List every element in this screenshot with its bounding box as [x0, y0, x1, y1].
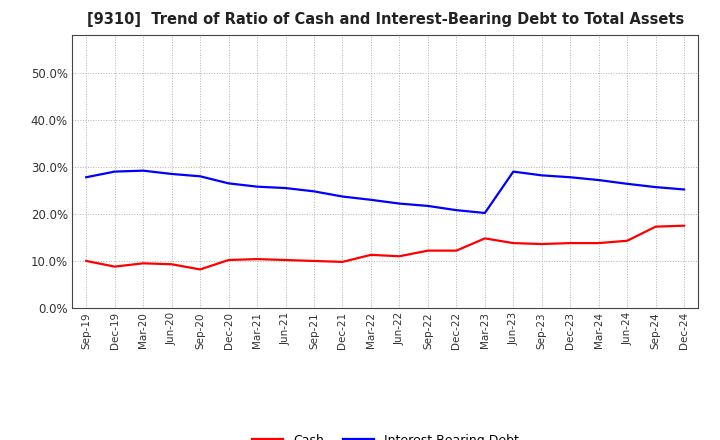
- Interest-Bearing Debt: [595, 177, 603, 183]
- Cash: [623, 238, 631, 243]
- Interest-Bearing Debt: [395, 201, 404, 206]
- Cash: [310, 258, 318, 264]
- Cash: [537, 242, 546, 247]
- Interest-Bearing Debt: [196, 174, 204, 179]
- Interest-Bearing Debt: [537, 173, 546, 178]
- Cash: [595, 240, 603, 246]
- Interest-Bearing Debt: [225, 181, 233, 186]
- Interest-Bearing Debt: [423, 203, 432, 209]
- Interest-Bearing Debt: [253, 184, 261, 189]
- Interest-Bearing Debt: [167, 171, 176, 176]
- Cash: [395, 253, 404, 259]
- Cash: [452, 248, 461, 253]
- Cash: [566, 240, 575, 246]
- Cash: [139, 260, 148, 266]
- Cash: [680, 223, 688, 228]
- Title: [9310]  Trend of Ratio of Cash and Interest-Bearing Debt to Total Assets: [9310] Trend of Ratio of Cash and Intere…: [86, 12, 684, 27]
- Cash: [167, 262, 176, 267]
- Interest-Bearing Debt: [282, 185, 290, 191]
- Line: Interest-Bearing Debt: Interest-Bearing Debt: [86, 171, 684, 213]
- Cash: [652, 224, 660, 229]
- Interest-Bearing Debt: [652, 184, 660, 190]
- Cash: [338, 259, 347, 264]
- Interest-Bearing Debt: [366, 197, 375, 202]
- Cash: [282, 257, 290, 263]
- Interest-Bearing Debt: [566, 175, 575, 180]
- Cash: [253, 257, 261, 262]
- Cash: [509, 240, 518, 246]
- Cash: [366, 252, 375, 257]
- Cash: [82, 258, 91, 264]
- Cash: [196, 267, 204, 272]
- Interest-Bearing Debt: [310, 189, 318, 194]
- Interest-Bearing Debt: [139, 168, 148, 173]
- Cash: [480, 236, 489, 241]
- Interest-Bearing Debt: [82, 175, 91, 180]
- Interest-Bearing Debt: [480, 210, 489, 216]
- Interest-Bearing Debt: [110, 169, 119, 174]
- Cash: [110, 264, 119, 269]
- Interest-Bearing Debt: [623, 181, 631, 187]
- Cash: [225, 257, 233, 263]
- Interest-Bearing Debt: [338, 194, 347, 199]
- Line: Cash: Cash: [86, 226, 684, 269]
- Interest-Bearing Debt: [509, 169, 518, 174]
- Interest-Bearing Debt: [680, 187, 688, 192]
- Interest-Bearing Debt: [452, 208, 461, 213]
- Cash: [423, 248, 432, 253]
- Legend: Cash, Interest-Bearing Debt: Cash, Interest-Bearing Debt: [247, 429, 523, 440]
